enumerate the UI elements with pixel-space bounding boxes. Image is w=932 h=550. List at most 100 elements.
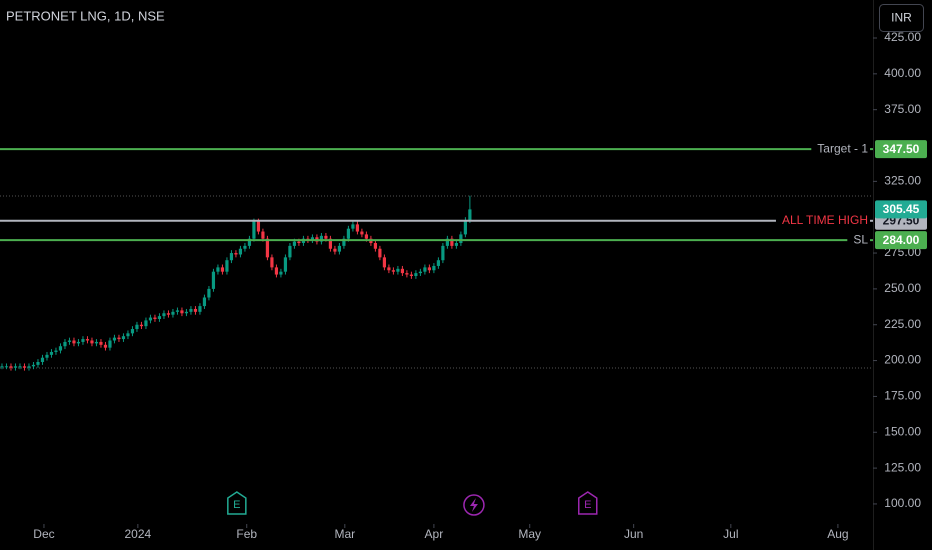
x-tick-label: Mar — [334, 527, 355, 541]
candle — [126, 330, 130, 340]
candle — [153, 314, 157, 322]
candle — [319, 232, 324, 245]
candle-body — [247, 238, 252, 246]
candle-body — [22, 366, 27, 368]
candle-body — [49, 351, 54, 355]
candle — [22, 363, 27, 371]
x-tick-label: Apr — [425, 527, 444, 541]
candle — [220, 264, 225, 275]
candle — [283, 254, 288, 275]
currency-button[interactable]: INR — [879, 4, 924, 32]
candle-body — [207, 288, 211, 298]
candle — [112, 334, 117, 344]
candle — [54, 347, 58, 355]
candle — [45, 351, 49, 361]
candle-body — [396, 268, 400, 272]
candle-body — [409, 274, 413, 276]
candle-body — [405, 273, 409, 275]
candle-body — [450, 238, 454, 246]
event-badge — [578, 491, 598, 515]
candle — [382, 254, 387, 271]
candle-body — [454, 243, 458, 246]
candle — [247, 235, 252, 249]
candle-body — [364, 234, 369, 239]
candle-body — [441, 245, 445, 261]
candle-body — [427, 267, 431, 271]
candle-body — [180, 310, 184, 314]
candle — [4, 363, 9, 370]
candle — [148, 314, 153, 324]
candle — [310, 234, 315, 244]
y-tick-label: 325.00 — [884, 174, 921, 188]
candle — [342, 235, 346, 249]
level-price-text: 347.50 — [883, 142, 920, 156]
candle-body — [117, 337, 121, 340]
candle — [405, 270, 409, 278]
candle-body — [297, 241, 301, 244]
candle-body — [328, 238, 333, 249]
currency-button-frame[interactable] — [879, 4, 924, 32]
candle-body — [279, 271, 283, 275]
candle-body — [346, 228, 351, 239]
candle-body — [90, 340, 94, 344]
candle-body — [18, 366, 22, 368]
level-label: Target - 1 — [817, 141, 868, 155]
event-marker: E — [227, 491, 247, 515]
candle — [31, 362, 36, 370]
candle — [139, 321, 144, 330]
candle — [202, 294, 207, 309]
candle-body — [414, 273, 418, 276]
x-tick-label: 2024 — [125, 527, 152, 541]
candle-body — [355, 224, 360, 232]
candles — [0, 195, 472, 371]
candle — [229, 250, 234, 264]
candle-body — [238, 248, 243, 255]
candle — [36, 359, 40, 368]
candle-body — [63, 341, 67, 347]
candle — [351, 221, 355, 232]
x-tick-label: Jun — [624, 527, 643, 541]
candle — [396, 265, 400, 275]
candle — [189, 306, 193, 315]
candle — [441, 243, 445, 264]
candle-body — [234, 253, 238, 255]
candle-body — [270, 257, 274, 268]
candle-body — [67, 340, 72, 342]
candle-body — [81, 339, 85, 342]
candle-body — [27, 366, 31, 368]
candle-body — [265, 238, 270, 258]
candle-body — [36, 362, 40, 365]
x-tick-label: Aug — [827, 527, 848, 541]
candle-body — [333, 248, 337, 252]
candle-body — [288, 245, 292, 258]
candle-body — [351, 224, 355, 229]
level-price-text: 284.00 — [883, 233, 920, 247]
candle-body — [103, 344, 108, 348]
candle-body — [148, 317, 153, 321]
candle-body — [58, 346, 63, 351]
candle — [76, 339, 81, 347]
candle — [58, 343, 63, 354]
candle — [180, 307, 184, 317]
candle-body — [220, 267, 225, 272]
candle — [333, 245, 337, 255]
candle — [270, 254, 274, 271]
candle — [40, 354, 45, 365]
candle — [121, 333, 126, 342]
candle — [0, 363, 4, 370]
y-tick-label: 400.00 — [884, 66, 921, 80]
event-label: E — [233, 499, 240, 511]
currency-label[interactable]: INR — [891, 11, 912, 25]
candle-body — [382, 257, 387, 268]
candle-body — [373, 243, 378, 249]
candle-body — [310, 237, 315, 241]
candle-body — [463, 220, 467, 235]
candle-body — [121, 336, 126, 340]
event-marker — [463, 494, 485, 516]
candle-body — [418, 271, 422, 274]
event-marker: E — [578, 491, 598, 515]
candle — [378, 245, 382, 261]
candle — [234, 250, 238, 258]
candle — [337, 243, 342, 255]
